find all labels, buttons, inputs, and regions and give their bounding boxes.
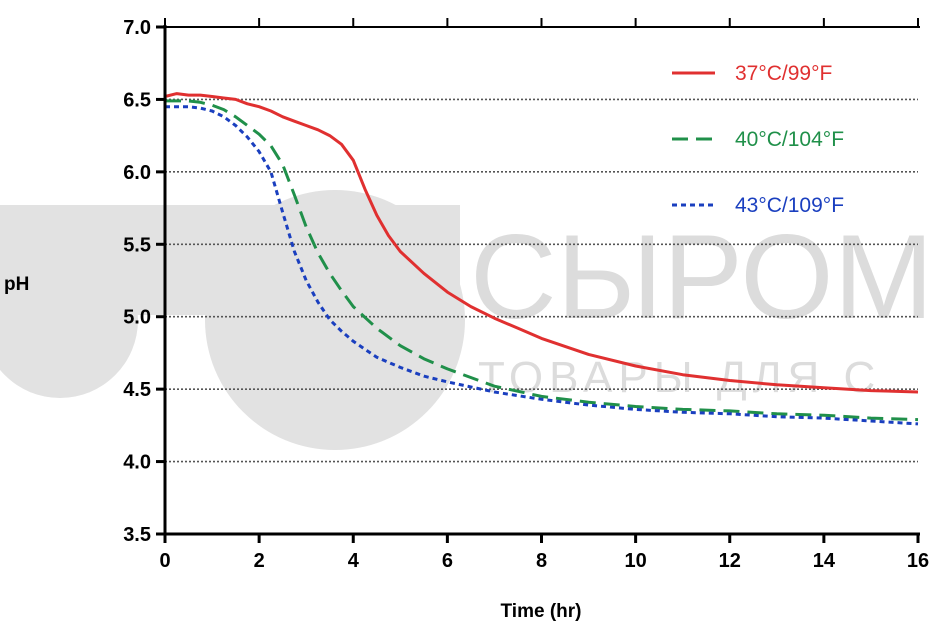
x-tick-label: 8 [536,550,547,572]
y-tick-label: 5.5 [123,234,151,256]
legend-label-1: 37°C/99°F [735,62,832,85]
y-tick-label: 3.5 [123,524,151,546]
x-tick-label: 6 [442,550,453,572]
watermark-small-text: ТОВАРЫ ДЛЯ С [478,353,881,402]
y-tick-label: 6.0 [123,162,151,184]
y-tick-label: 5.0 [123,307,151,329]
x-tick-label: 10 [625,550,647,572]
watermark-big-text: СЫРОМ [470,210,934,344]
y-tick-label: 7.0 [123,17,151,39]
x-tick-label: 12 [719,550,741,572]
legend: 37°C/99°F 40°C/104°F 43°C/109°F [672,62,844,217]
x-tick-label: 4 [348,550,360,572]
watermark: СЫРОМ ТОВАРЫ ДЛЯ С [0,190,934,450]
ticks: 3.5 4.0 4.5 5.0 5.5 6.0 6.5 7.0 0 2 4 6 8 10 12 14 16 [123,17,929,572]
x-tick-label: 2 [254,550,265,572]
y-tick-label: 6.5 [123,89,151,111]
watermark-logo-bar [0,205,460,315]
legend-label-3: 43°C/109°F [735,194,844,217]
gridlines [165,98,918,463]
x-axis-label: Time (hr) [501,601,582,622]
series-line-2 [165,99,919,422]
series-line-1 [164,92,919,394]
x-tick-label: 14 [813,550,836,572]
series-layer [164,92,919,426]
x-tick-label: 0 [159,550,170,572]
series-line-3 [165,105,919,426]
legend-label-2: 40°C/104°F [735,128,844,151]
y-axis-label: pH [4,274,29,295]
x-tick-label: 16 [907,550,929,572]
y-tick-label: 4.0 [123,452,151,474]
y-tick-label: 4.5 [123,379,151,401]
